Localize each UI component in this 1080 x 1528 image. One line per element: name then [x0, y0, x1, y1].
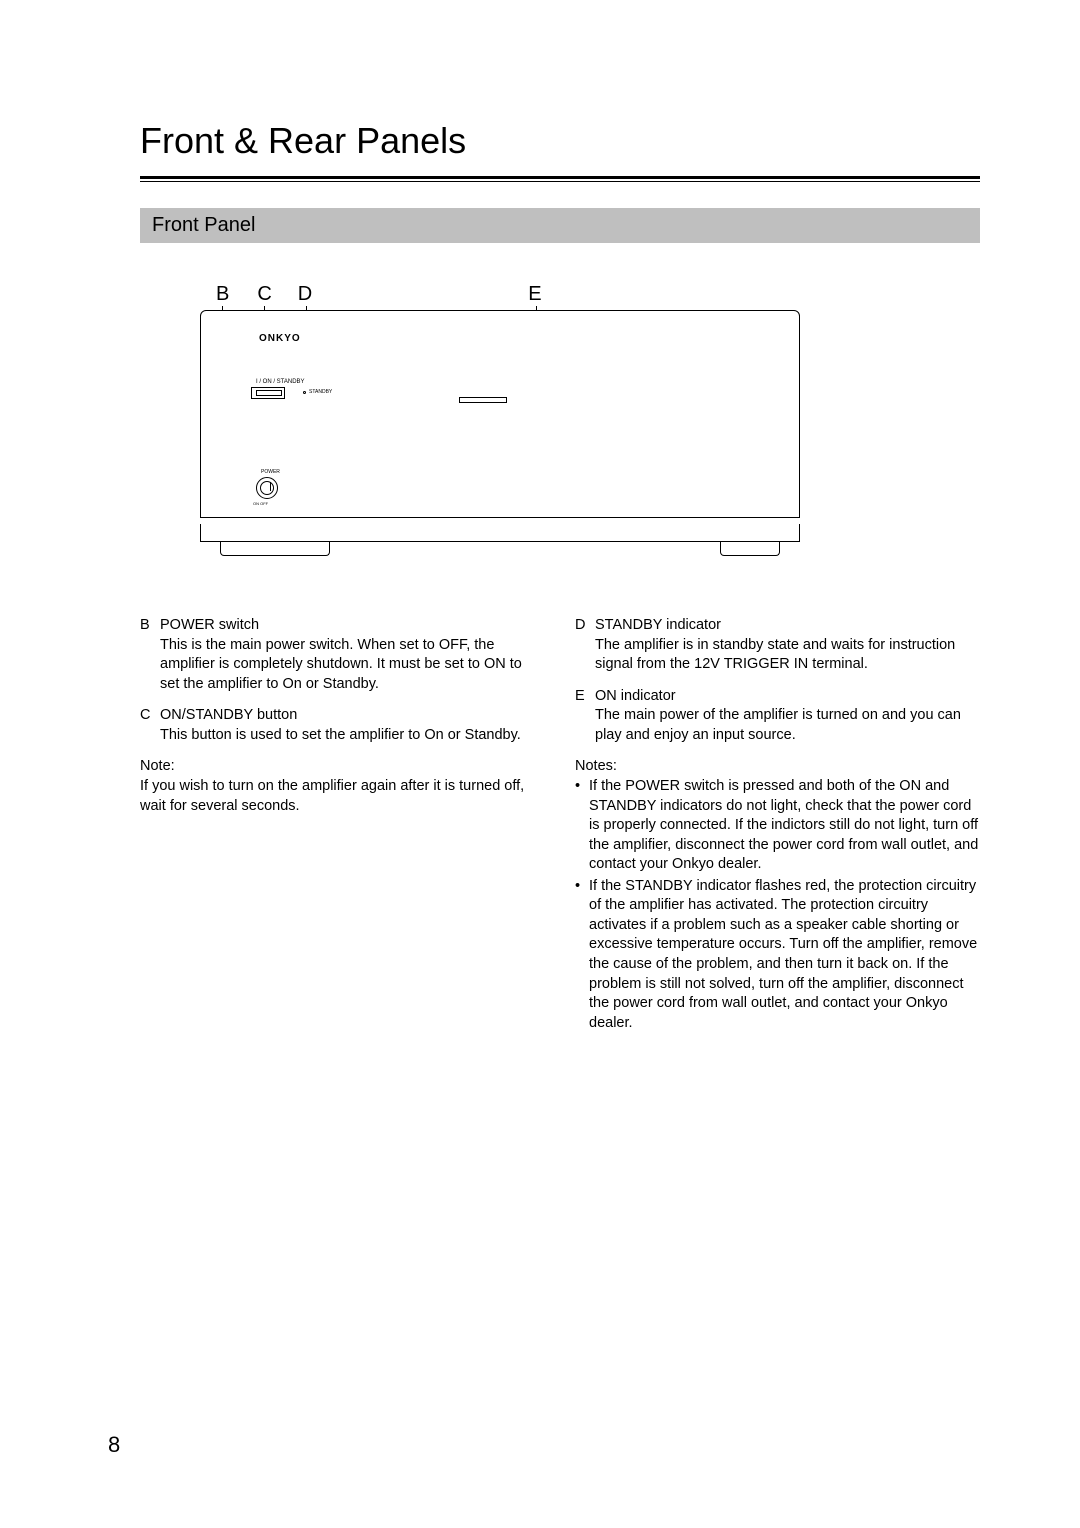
item-title: POWER switch: [160, 616, 545, 636]
note-bullet: If the STANDBY indicator flashes red, th…: [575, 877, 980, 1034]
brand-logo: ONKYO: [259, 333, 301, 344]
unit-foot-right: [720, 542, 780, 556]
callout-c: C: [257, 283, 271, 306]
front-panel-diagram: ONKYO I / ON / STANDBY STANDBY POWER ON …: [140, 306, 980, 566]
callout-row: B C D E: [140, 283, 980, 306]
tray-slot-icon: [459, 397, 507, 403]
note-bullet-text: If the POWER switch is pressed and both …: [589, 777, 980, 875]
item-body: The main power of the amplifier is turne…: [595, 706, 980, 745]
bullet-icon: [575, 777, 589, 875]
bullet-icon: [575, 877, 589, 1034]
item-letter: C: [140, 706, 160, 745]
callout-d: D: [298, 283, 312, 306]
onstandby-button-icon: [251, 387, 285, 399]
section-header: Front Panel: [140, 208, 980, 243]
item-letter: E: [575, 687, 595, 746]
item-letter: D: [575, 616, 595, 675]
notes-label: Notes:: [575, 757, 980, 777]
item-body: This is the main power switch. When set …: [160, 636, 545, 695]
note-bullet-text: If the STANDBY indicator flashes red, th…: [589, 877, 980, 1034]
item-letter: B: [140, 616, 160, 694]
power-knob-icon: [256, 477, 278, 499]
unit-foot-left: [220, 542, 330, 556]
right-column: D STANDBY indicator The amplifier is in …: [575, 616, 980, 1045]
unit-base: [200, 524, 800, 542]
title-underline: [140, 176, 980, 182]
callout-e: E: [528, 283, 541, 306]
standby-indicator-icon: [303, 391, 306, 394]
left-column: B POWER switch This is the main power sw…: [140, 616, 545, 1045]
power-label: POWER: [261, 469, 280, 475]
page-number: 8: [108, 1432, 120, 1458]
note-body: If you wish to turn on the amplifier aga…: [140, 777, 545, 816]
item-title: ON indicator: [595, 687, 980, 707]
standby-text: STANDBY: [309, 389, 332, 395]
note-label: Note:: [140, 757, 545, 777]
power-on-off-label: ON OFF: [253, 501, 268, 506]
description-columns: B POWER switch This is the main power sw…: [140, 616, 980, 1045]
callout-b: B: [216, 283, 229, 306]
unit-body: ONKYO I / ON / STANDBY STANDBY POWER ON …: [200, 310, 800, 518]
page-title: Front & Rear Panels: [140, 120, 980, 162]
item-body: The amplifier is in standby state and wa…: [595, 636, 980, 675]
onstandby-label: I / ON / STANDBY: [256, 379, 305, 385]
item-title: STANDBY indicator: [595, 616, 980, 636]
item-title: ON/STANDBY button: [160, 706, 545, 726]
note-bullet: If the POWER switch is pressed and both …: [575, 777, 980, 875]
item-body: This button is used to set the amplifier…: [160, 726, 545, 746]
